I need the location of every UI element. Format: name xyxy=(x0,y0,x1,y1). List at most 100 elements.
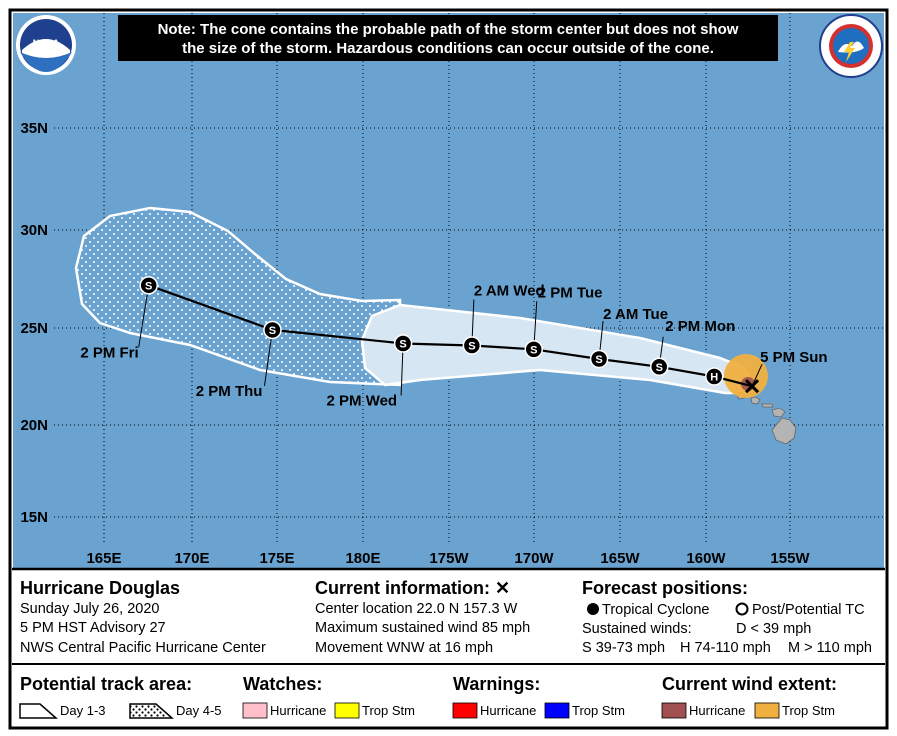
cone-day45 xyxy=(74,206,402,387)
sustained-winds-label: Sustained winds: xyxy=(582,621,692,637)
lon-label: 165E xyxy=(86,550,121,567)
hurricane-warning-swatch xyxy=(452,702,478,719)
lon-label: 160W xyxy=(686,550,726,567)
warnings-title: Warnings: xyxy=(453,674,540,694)
forecast-point-s: S xyxy=(462,336,482,355)
forecast-time-label: 2 PM Tue xyxy=(538,284,603,301)
current-info-title: Current information: ✕ xyxy=(315,578,510,598)
ts-watch-label: Trop Stm xyxy=(362,703,415,718)
forecast-positions-title: Forecast positions: xyxy=(582,578,748,598)
advisory-number: 5 PM HST Advisory 27 xyxy=(20,620,166,636)
hurricane-wind-label: Hurricane xyxy=(689,703,745,718)
forecast-time-label: 2 PM Mon xyxy=(665,318,735,335)
lat-label: 15N xyxy=(20,509,48,526)
lat-lon-grid xyxy=(54,13,884,545)
lon-label: 180E xyxy=(345,550,380,567)
lon-label: 165W xyxy=(600,550,640,567)
track-area-title: Potential track area: xyxy=(20,674,192,694)
island-molokai xyxy=(761,403,774,408)
lon-label: 170W xyxy=(514,550,554,567)
forecast-point-symbol: S xyxy=(530,344,537,356)
day45-label: Day 4-5 xyxy=(176,703,222,718)
forecast-point-symbol: S xyxy=(468,340,475,352)
hurricane-wind-swatch xyxy=(661,702,687,719)
forecast-point-symbol: S xyxy=(145,280,152,292)
ts-wind-label: Trop Stm xyxy=(782,703,835,718)
storm-movement: Movement WNW at 16 mph xyxy=(315,640,493,656)
tropical-cyclone-symbol xyxy=(587,603,599,615)
ts-warning-label: Trop Stm xyxy=(572,703,625,718)
storm-name: Hurricane Douglas xyxy=(20,578,180,598)
post-tc-label: Post/Potential TC xyxy=(752,602,865,618)
forecast-point-h: H xyxy=(704,367,724,386)
note-line-1: Note: The cone contains the probable pat… xyxy=(158,21,739,38)
day13-label: Day 1-3 xyxy=(60,703,106,718)
note-banner xyxy=(118,15,778,61)
lon-label: 155W xyxy=(770,550,810,567)
issuing-center: NWS Central Pacific Hurricane Center xyxy=(20,640,266,656)
forecast-point-symbol: S xyxy=(595,354,602,366)
svg-text:NOAA: NOAA xyxy=(33,38,60,48)
label-leader-line xyxy=(263,329,273,387)
hawaiian-islands xyxy=(735,391,797,445)
d-winds-label: D < 39 mph xyxy=(736,621,811,637)
info-panel: Hurricane Douglas Sunday July 26, 2020 5… xyxy=(20,578,872,656)
post-tc-symbol xyxy=(735,602,749,616)
forecast-time-label: 2 AM Wed xyxy=(474,282,545,299)
lon-label: 170E xyxy=(174,550,209,567)
h-winds-label: H 74-110 mph xyxy=(680,640,771,656)
lat-label: 20N xyxy=(20,417,48,434)
center-location: Center location 22.0 N 157.3 W xyxy=(315,601,518,617)
forecast-point-s: S xyxy=(393,334,413,353)
lat-label: 35N xyxy=(20,120,48,137)
forecast-time-label: 5 PM Sun xyxy=(760,349,828,366)
lat-label: 30N xyxy=(20,222,48,239)
nws-logo xyxy=(819,14,883,78)
island-hawaii xyxy=(771,417,797,445)
advisory-date: Sunday July 26, 2020 xyxy=(20,601,159,617)
forecast-time-label: 2 AM Tue xyxy=(603,306,668,323)
lon-label: 175E xyxy=(259,550,294,567)
forecast-point-s: S xyxy=(263,320,282,340)
hurricane-watch-swatch xyxy=(242,702,268,719)
day45-swatch xyxy=(129,703,174,719)
hurricane-warning-label: Hurricane xyxy=(480,703,536,718)
ts-warning-swatch xyxy=(544,702,570,719)
day13-swatch xyxy=(19,703,58,719)
forecast-point-symbol: S xyxy=(399,339,406,351)
forecast-time-label: 2 PM Thu xyxy=(196,383,263,400)
forecast-point-s: S xyxy=(524,340,543,359)
watches-title: Watches: xyxy=(243,674,322,694)
forecast-point-symbol: H xyxy=(710,372,718,384)
tropical-cyclone-label: Tropical Cyclone xyxy=(602,602,709,618)
legend: Potential track area: Day 1-3 Day 4-5 Wa… xyxy=(19,674,837,719)
forecast-point-symbol: S xyxy=(656,362,663,374)
forecast-point-symbol: S xyxy=(269,325,276,337)
current-position-symbol: ✕ xyxy=(495,578,510,598)
hurricane-watch-label: Hurricane xyxy=(270,703,326,718)
forecast-point-s: S xyxy=(649,357,669,377)
forecast-time-label: 2 PM Fri xyxy=(80,344,138,361)
ts-wind-swatch xyxy=(754,702,780,719)
forecast-point-s: S xyxy=(139,276,158,295)
s-winds-label: S 39-73 mph xyxy=(582,640,665,656)
forecast-time-label: 2 PM Wed xyxy=(327,393,398,410)
forecast-point-s: S xyxy=(589,349,609,369)
wind-extent-title: Current wind extent: xyxy=(662,674,837,694)
latitude-labels: 35N 30N 25N 20N 15N xyxy=(20,120,48,526)
island-maui xyxy=(771,407,786,418)
ts-watch-swatch xyxy=(334,702,360,719)
m-winds-label: M > 110 mph xyxy=(788,640,872,656)
ts-wind-extent xyxy=(724,354,768,398)
noaa-logo: NOAA xyxy=(16,15,76,75)
max-sustained-wind: Maximum sustained wind 85 mph xyxy=(315,620,530,636)
current-position-marker xyxy=(745,379,760,394)
lat-label: 25N xyxy=(20,320,48,337)
lon-label: 175W xyxy=(429,550,469,567)
longitude-labels: 165E 170E 175E 180E 175W 170W 165W 160W … xyxy=(86,550,810,567)
note-line-2: the size of the storm. Hazardous conditi… xyxy=(182,40,714,57)
island-oahu xyxy=(750,396,761,405)
